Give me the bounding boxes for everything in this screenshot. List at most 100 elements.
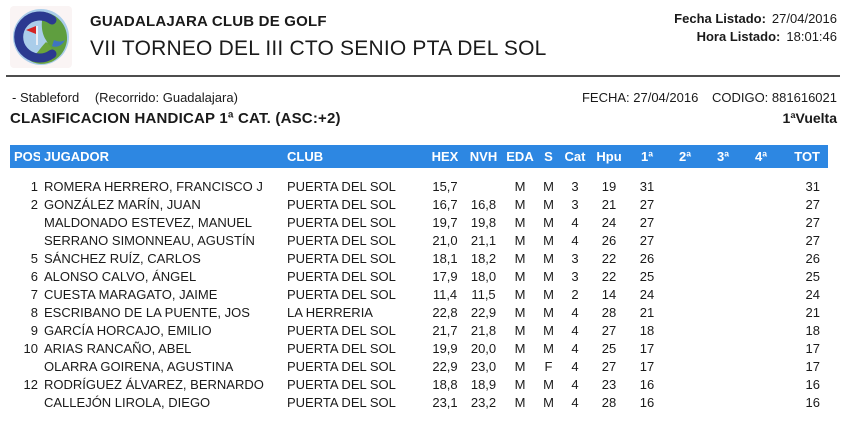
cell-round3 <box>704 196 742 214</box>
cell-tot: 25 <box>805 269 820 284</box>
cell-round3 <box>704 286 742 304</box>
cell-round2 <box>666 358 704 376</box>
cell-club: PUERTA DEL SOL <box>287 395 396 410</box>
round-label: 1ªVuelta <box>782 110 837 126</box>
table-row: 1 ROMERA HERRERO, FRANCISCO J PUERTA DEL S… <box>10 168 828 196</box>
course-label: (Recorrido: Guadalajara) <box>94 90 238 105</box>
cell-round1: 16 <box>639 395 655 410</box>
cell-round1: 17 <box>639 359 655 374</box>
codigo-label: CODIGO: <box>711 90 769 105</box>
cell-cat: 3 <box>571 179 579 194</box>
cell-pos: 1 <box>30 179 38 194</box>
cell-round2 <box>666 250 704 268</box>
cell-eda: M <box>514 215 526 230</box>
cell-round1: 31 <box>639 179 655 194</box>
cell-eda: M <box>514 341 526 356</box>
cell-tot: 27 <box>805 215 820 230</box>
cell-pos: 8 <box>30 305 38 320</box>
cell-jugador: GARCÍA HORCAJO, EMILIO <box>44 323 212 338</box>
cell-hpu: 28 <box>601 305 617 320</box>
cell-hpu: 22 <box>601 269 617 284</box>
cell-nvh: 18,0 <box>470 269 497 284</box>
cell-s: M <box>543 341 554 356</box>
cell-round1: 27 <box>639 197 655 212</box>
cell-round3 <box>704 322 742 340</box>
cell-s: M <box>543 197 554 212</box>
cell-jugador: ROMERA HERRERO, FRANCISCO J <box>44 179 263 194</box>
cell-hpu: 14 <box>601 287 617 302</box>
table-row: SERRANO SIMONNEAU, AGUSTÍN PUERTA DEL SOL… <box>10 232 828 250</box>
results-table-wrap: POS JUGADOR CLUB HEX NVH EDA S Cat Hpu 1… <box>10 145 828 412</box>
club-name: GUADALAJARA CLUB DE GOLF <box>90 13 327 30</box>
cell-cat: 3 <box>571 197 579 212</box>
cell-tot: 27 <box>805 233 820 248</box>
cell-cat: 4 <box>571 395 579 410</box>
cell-hex: 21,0 <box>432 233 458 248</box>
fecha-listado-value: 27/04/2016 <box>771 11 837 26</box>
cell-club: LA HERRERIA <box>287 305 373 320</box>
fecha-listado-line: Fecha Listado: 27/04/2016 <box>674 10 837 28</box>
cell-s: M <box>543 377 554 392</box>
cell-eda: M <box>514 323 526 338</box>
cell-hpu: 23 <box>601 377 617 392</box>
cell-hex: 17,9 <box>432 269 458 284</box>
cell-s: M <box>543 395 554 410</box>
cell-hex: 16,7 <box>432 197 458 212</box>
cell-round3 <box>704 268 742 286</box>
cell-round2 <box>666 340 704 358</box>
cell-eda: M <box>514 287 526 302</box>
cell-cat: 3 <box>571 269 579 284</box>
cell-round2 <box>666 168 704 196</box>
cell-nvh: 21,8 <box>470 323 497 338</box>
col-header-cat: Cat <box>560 145 590 168</box>
cell-nvh: 23,2 <box>470 395 497 410</box>
cell-round3 <box>704 340 742 358</box>
cell-club: PUERTA DEL SOL <box>287 269 396 284</box>
classification-title: CLASIFICACION HANDICAP 1ª CAT. (ASC:+2) <box>10 110 341 127</box>
cell-round1: 27 <box>639 233 655 248</box>
cell-round1: 21 <box>639 305 655 320</box>
table-row: 12 RODRÍGUEZ ÁLVAREZ, BERNARDO PUERTA DEL … <box>10 376 828 394</box>
cell-hpu: 21 <box>601 197 617 212</box>
tournament-title: VII TORNEO DEL III CTO SENIO PTA DEL SOL <box>90 37 547 60</box>
cell-jugador: MALDONADO ESTEVEZ, MANUEL <box>44 215 253 230</box>
cell-round4 <box>742 168 780 196</box>
cell-tot: 26 <box>805 251 820 266</box>
cell-eda: M <box>514 179 526 194</box>
cell-eda: M <box>514 377 526 392</box>
cell-hpu: 19 <box>601 179 617 194</box>
cell-club: PUERTA DEL SOL <box>287 287 396 302</box>
cell-eda: M <box>514 197 526 212</box>
cell-eda: M <box>514 251 526 266</box>
fecha-codigo-line: FECHA: 27/04/2016 CODIGO: 881616021 <box>582 90 837 105</box>
hora-listado-label: Hora Listado: <box>696 29 781 44</box>
table-body: 1 ROMERA HERRERO, FRANCISCO J PUERTA DEL S… <box>10 168 828 412</box>
cell-round1: 24 <box>639 287 655 302</box>
cell-jugador: SERRANO SIMONNEAU, AGUSTÍN <box>44 233 255 248</box>
codigo-value: 881616021 <box>771 90 837 105</box>
cell-round1: 18 <box>639 323 655 338</box>
cell-nvh: 18,9 <box>470 377 497 392</box>
cell-eda: M <box>514 233 526 248</box>
cell-tot: 18 <box>805 323 820 338</box>
cell-club: PUERTA DEL SOL <box>287 251 396 266</box>
cell-cat: 4 <box>571 377 579 392</box>
cell-nvh: 19,8 <box>470 215 497 230</box>
format-line: - Stableford (Recorrido: Guadalajara) <box>12 90 238 105</box>
cell-cat: 4 <box>571 359 579 374</box>
cell-hpu: 27 <box>601 359 617 374</box>
cell-s: M <box>543 251 554 266</box>
col-header-round4: 4ª <box>742 145 780 168</box>
cell-hpu: 22 <box>601 251 617 266</box>
cell-hex: 15,7 <box>432 179 458 194</box>
cell-round2 <box>666 286 704 304</box>
cell-jugador: GONZÁLEZ MARÍN, JUAN <box>44 197 201 212</box>
col-header-round2: 2ª <box>666 145 704 168</box>
cell-round3 <box>704 394 742 412</box>
cell-club: PUERTA DEL SOL <box>287 179 396 194</box>
format-label: - Stableford <box>12 90 80 105</box>
col-header-s: S <box>537 145 560 168</box>
cell-round3 <box>704 250 742 268</box>
cell-eda: M <box>514 305 526 320</box>
cell-round2 <box>666 214 704 232</box>
